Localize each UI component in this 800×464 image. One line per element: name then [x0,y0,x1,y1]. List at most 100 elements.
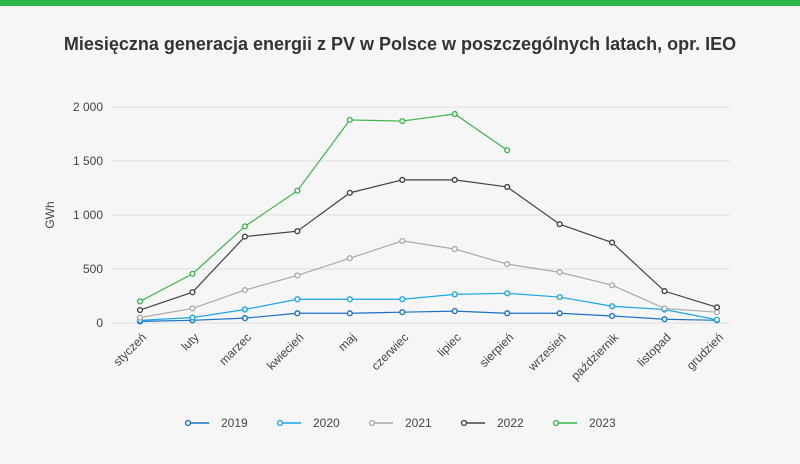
data-point [661,288,668,295]
data-point [608,312,616,320]
data-point [294,272,301,279]
y-axis-label: GWh [43,201,57,228]
x-tick-label: styczeń [110,330,149,369]
series-2023 [136,110,511,305]
data-point [556,310,563,317]
data-point [451,245,458,253]
data-point [504,310,511,317]
data-point [451,110,458,118]
legend-label: 2020 [313,416,340,430]
x-tick-label: luty [178,330,201,353]
data-point [189,314,196,321]
data-point [451,308,458,315]
legend-swatch-marker [184,419,192,427]
series-2019 [136,308,721,325]
data-point [661,305,668,312]
data-point [556,293,563,301]
x-tick-label: kwiecień [264,330,306,372]
x-tick-label: wrzesień [525,330,569,374]
x-tick-label: sierpień [477,330,517,370]
y-tick-label: 500 [83,262,103,276]
data-point [556,221,563,228]
data-point [608,282,616,289]
x-tick-label: październik [568,330,622,384]
data-point [346,310,353,317]
data-point [556,269,563,276]
y-axis-ticks: 0 500 1 000 1 500 2 000 [73,100,103,330]
data-point [399,176,406,184]
series-lines [136,110,721,325]
legend-label: 2022 [497,416,524,430]
data-point [136,306,144,314]
series-2021 [136,237,721,321]
x-axis-ticks: styczeń luty marzec kwiecień maj czerwiec lipi… [110,330,726,384]
data-point [504,261,511,268]
legend-swatch-marker [460,419,468,427]
data-point [346,116,353,124]
x-tick-label: czerwiec [368,330,411,373]
series-line [139,179,718,311]
grid-lines [112,106,730,324]
x-tick-label: marzec [216,330,254,368]
x-tick-label: listopad [635,330,674,369]
data-point [399,117,406,125]
data-point [241,223,249,230]
legend-label: 2019 [221,416,248,430]
data-point [189,289,196,296]
y-tick-label: 2 000 [73,100,103,114]
data-point [608,239,616,246]
data-point [346,189,353,196]
legend-swatch-marker [368,419,376,427]
series-line [139,310,718,322]
legend-item-2019: 2019 [184,416,248,430]
legend-swatch-marker [276,419,284,427]
legend-item-2022: 2022 [460,416,524,430]
series-line [139,240,718,319]
data-point [241,233,249,240]
legend-label: 2021 [405,416,432,430]
legend: 2019 2020 2021 2022 2023 [184,416,616,430]
legend-item-2021: 2021 [368,416,432,430]
data-point [189,305,196,312]
data-point [346,255,353,262]
data-point [346,296,353,303]
series-2020 [136,290,721,324]
data-point [189,270,196,277]
data-point [399,237,406,245]
data-point [294,310,301,317]
series-line [139,292,718,321]
data-point [451,291,458,298]
y-tick-label: 1 000 [73,208,103,222]
data-point [661,316,668,323]
data-point [504,147,511,154]
data-point [399,309,406,316]
data-point [451,176,458,184]
data-point [241,286,249,294]
data-point [608,303,616,310]
data-point [504,290,511,297]
legend-label: 2023 [589,416,616,430]
data-point [504,183,511,191]
data-point [713,316,721,323]
data-point [294,228,301,235]
x-tick-label: lipiec [435,330,464,359]
data-point [136,298,144,305]
data-point [399,296,406,303]
x-tick-label: grudzień [684,330,726,372]
legend-item-2020: 2020 [276,416,340,430]
data-point [713,309,721,316]
series-line [139,113,508,302]
top-accent-bar [0,0,800,6]
legend-item-2023: 2023 [552,416,616,430]
y-tick-label: 0 [96,316,103,330]
legend-swatch-marker [552,419,560,427]
data-point [241,306,249,313]
series-2022 [136,176,721,314]
chart-title: Miesięczna generacja energii z PV w Pols… [63,34,737,54]
data-point [713,304,721,311]
data-point [241,315,249,322]
data-point [136,314,144,321]
data-point [294,296,301,303]
x-tick-label: maj [335,330,359,354]
